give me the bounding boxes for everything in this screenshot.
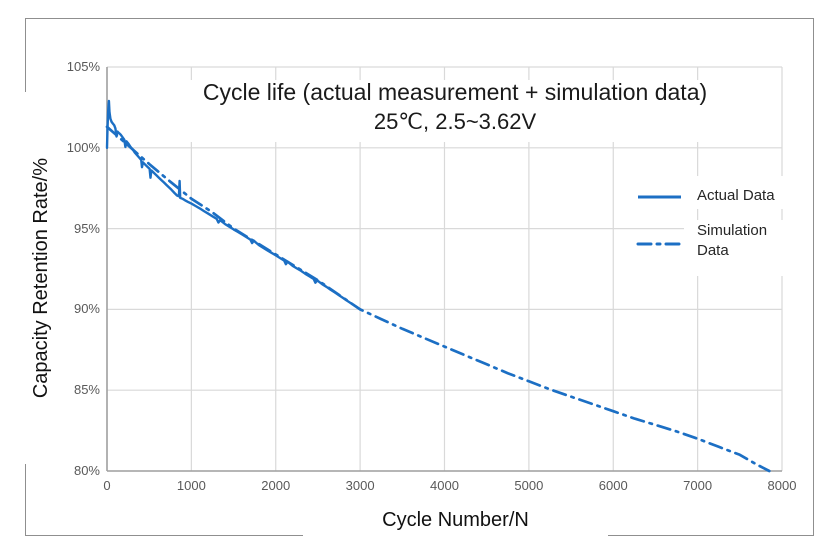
legend-simulation-label: Simulation Data [697, 221, 767, 261]
x-axis-title-text: Cycle Number/N [382, 509, 529, 531]
y-tick-label: 85% [73, 382, 100, 398]
x-tick-label: 5000 [514, 478, 544, 493]
y-tick-label: 80% [73, 463, 100, 478]
title-backdrop [162, 80, 752, 142]
x-tick-label: 4000 [430, 478, 459, 493]
x-tick-label: 8000 [767, 478, 797, 493]
y-tick-label: 90% [73, 301, 100, 317]
y-tick-label: 105% [66, 59, 100, 74]
x-tick-label: 3000 [345, 478, 375, 493]
y-axis-title: Capacity Retention Rate/% [18, 92, 64, 464]
legend-simulation-label-line1: Simulation [697, 222, 768, 239]
x-axis-title: Cycle Number/N [303, 502, 608, 545]
legend-simulation-label-line2: Data [697, 242, 729, 259]
x-tick-label: 6000 [598, 478, 628, 493]
chart-subtitle: 25℃, 2.5~3.62V [373, 109, 537, 134]
x-tick-label: 1000 [176, 478, 206, 493]
legend-backdrop-simulation [684, 220, 808, 276]
x-tick-label: 0 [103, 478, 111, 493]
simulation-data-line [105, 125, 771, 473]
y-tick-label: 95% [73, 220, 100, 236]
legend-actual-label: Actual Data [697, 187, 775, 204]
chart-title: Cycle life (actual measurement + simulat… [202, 79, 708, 105]
x-tick-label: 2000 [261, 478, 291, 493]
y-axis-title-text: Capacity Retention Rate/% [29, 157, 52, 399]
x-tick-label: 7000 [683, 478, 713, 493]
legend-backdrop-actual [684, 176, 808, 209]
y-tick-label: 100% [66, 139, 100, 155]
